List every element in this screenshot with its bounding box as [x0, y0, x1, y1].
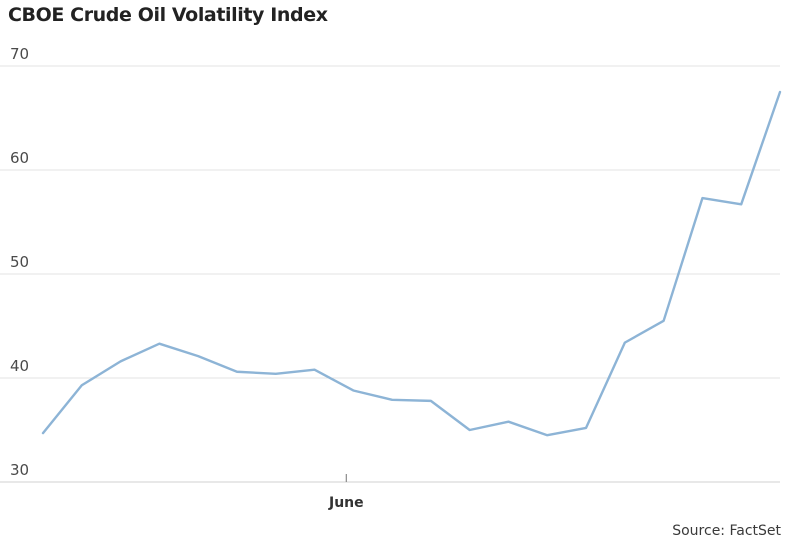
chart-title: CBOE Crude Oil Volatility Index: [8, 4, 328, 26]
series-layer: [41, 90, 782, 437]
label-layer: 30 40 50 60 70 June: [10, 45, 364, 511]
y-tick-label: 70: [10, 45, 29, 63]
y-tick-label: 30: [10, 461, 29, 479]
x-tick-label: June: [328, 495, 364, 511]
source-note: Source: FactSet: [672, 523, 781, 539]
series-line: [41, 90, 782, 437]
y-tick-label: 60: [10, 149, 29, 167]
y-tick-label: 50: [10, 253, 29, 271]
y-tick-label: 40: [10, 357, 29, 375]
grid-layer: [0, 65, 780, 483]
